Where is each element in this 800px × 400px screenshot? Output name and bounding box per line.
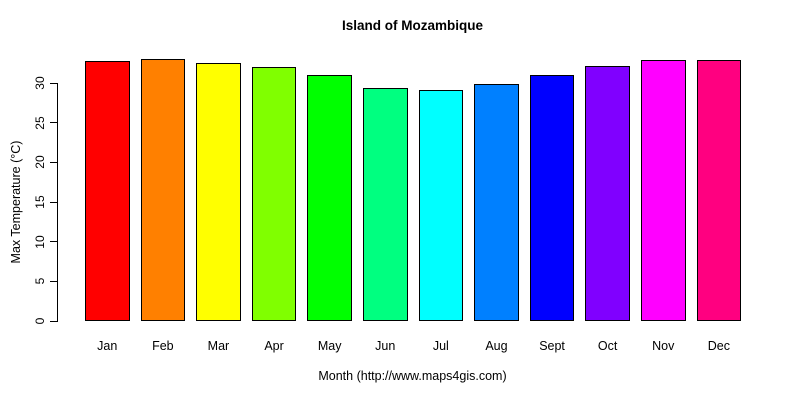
- x-tick-label-nov: Nov: [652, 339, 675, 353]
- bar-feb: [140, 59, 186, 321]
- y-tick-label: 15: [33, 195, 47, 209]
- bar-apr: [251, 67, 297, 321]
- x-tick-label-may: May: [317, 339, 342, 353]
- bar-jun: [363, 87, 408, 321]
- y-tick-label: 25: [33, 115, 47, 130]
- x-tick-label-jun: Jun: [375, 339, 396, 353]
- bar-jan: [85, 60, 130, 321]
- y-tick-mark: [50, 122, 57, 124]
- y-tick-mark: [50, 201, 57, 203]
- y-tick-label: 10: [33, 234, 47, 249]
- bar-nov: [641, 59, 686, 321]
- x-tick-label-aug: Aug: [485, 339, 508, 353]
- x-tick-label-jul: Jul: [432, 339, 449, 353]
- y-axis-label: Max Temperature (°C): [9, 140, 23, 264]
- y-tick-label: 30: [33, 76, 47, 90]
- bar-sept: [529, 75, 575, 321]
- y-tick-mark: [50, 280, 57, 282]
- x-tick-label-sept: Sept: [539, 339, 565, 353]
- x-tick-label-apr: Apr: [264, 339, 284, 353]
- x-tick-label-feb: Feb: [152, 339, 174, 353]
- bar-mar: [196, 63, 241, 321]
- x-axis-label: Month (http://www.maps4gis.com): [318, 369, 507, 383]
- y-tick-mark: [50, 241, 57, 243]
- bar-oct: [585, 65, 630, 321]
- x-tick-label-dec: Dec: [707, 339, 730, 353]
- y-tick-mark: [50, 82, 57, 84]
- y-tick-label: 0: [33, 317, 47, 325]
- x-tick-label-oct: Oct: [597, 339, 618, 353]
- chart-title: Island of Mozambique: [341, 18, 483, 33]
- x-tick-label-mar: Mar: [207, 339, 230, 353]
- bar-aug: [474, 83, 519, 321]
- y-axis-line: [57, 83, 58, 322]
- bar-may: [307, 75, 352, 321]
- x-tick-label-jan: Jan: [97, 339, 118, 353]
- y-tick-mark: [50, 320, 57, 322]
- bar-jul: [418, 90, 464, 321]
- bar-dec: [696, 59, 742, 321]
- y-tick-label: 20: [33, 155, 47, 170]
- y-tick-label: 5: [33, 277, 47, 285]
- y-tick-mark: [50, 161, 57, 163]
